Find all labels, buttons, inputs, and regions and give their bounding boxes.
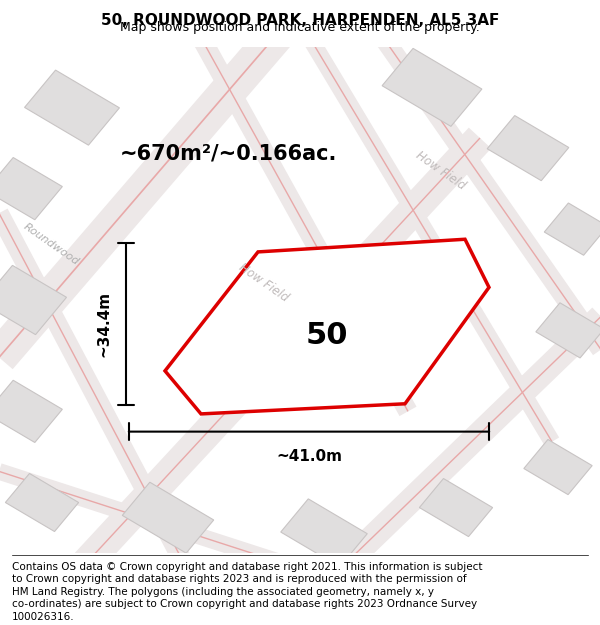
Text: co-ordinates) are subject to Crown copyright and database rights 2023 Ordnance S: co-ordinates) are subject to Crown copyr… bbox=[12, 599, 477, 609]
Text: Map shows position and indicative extent of the property.: Map shows position and indicative extent… bbox=[120, 21, 480, 34]
Polygon shape bbox=[419, 479, 493, 537]
Text: ~34.4m: ~34.4m bbox=[96, 291, 111, 357]
Text: How Field: How Field bbox=[237, 261, 291, 304]
Polygon shape bbox=[165, 239, 489, 414]
Polygon shape bbox=[544, 203, 600, 255]
Text: 50, ROUNDWOOD PARK, HARPENDEN, AL5 3AF: 50, ROUNDWOOD PARK, HARPENDEN, AL5 3AF bbox=[101, 13, 499, 28]
Polygon shape bbox=[5, 474, 79, 531]
Polygon shape bbox=[122, 482, 214, 553]
Polygon shape bbox=[487, 116, 569, 181]
Text: ~670m²/~0.166ac.: ~670m²/~0.166ac. bbox=[120, 143, 337, 163]
Text: 100026316.: 100026316. bbox=[12, 612, 74, 622]
Text: HM Land Registry. The polygons (including the associated geometry, namely x, y: HM Land Registry. The polygons (includin… bbox=[12, 587, 434, 597]
Polygon shape bbox=[281, 499, 367, 567]
Polygon shape bbox=[0, 158, 62, 220]
Polygon shape bbox=[536, 302, 600, 358]
Polygon shape bbox=[0, 266, 67, 334]
Text: ~41.0m: ~41.0m bbox=[276, 449, 342, 464]
Polygon shape bbox=[382, 48, 482, 126]
Text: Roundwood: Roundwood bbox=[22, 221, 80, 267]
Polygon shape bbox=[524, 439, 592, 494]
Text: How Field: How Field bbox=[414, 149, 468, 192]
Text: Contains OS data © Crown copyright and database right 2021. This information is : Contains OS data © Crown copyright and d… bbox=[12, 562, 482, 572]
Polygon shape bbox=[25, 70, 119, 145]
Text: to Crown copyright and database rights 2023 and is reproduced with the permissio: to Crown copyright and database rights 2… bbox=[12, 574, 467, 584]
Text: 50: 50 bbox=[306, 321, 348, 350]
Polygon shape bbox=[0, 380, 62, 442]
